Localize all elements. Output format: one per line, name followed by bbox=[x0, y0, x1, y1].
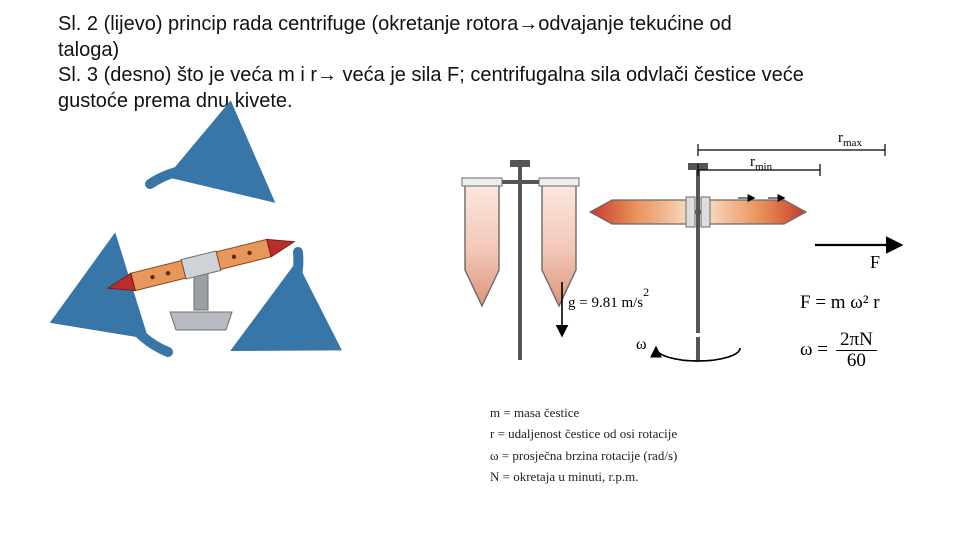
rmax-label: rmax bbox=[838, 130, 862, 149]
right-diagram bbox=[462, 144, 900, 361]
vertical-tube-left bbox=[462, 178, 502, 306]
rotation-arrow-2 bbox=[248, 252, 298, 342]
legend-n: N = okretaja u minuti, r.p.m. bbox=[490, 466, 677, 487]
rotation-arrow-1 bbox=[150, 169, 260, 190]
rotor-tube-right bbox=[216, 233, 296, 269]
formula-force: F = m ω² r bbox=[800, 292, 880, 314]
gravity-label: g = 9.81 m/s2 bbox=[568, 290, 649, 312]
diagram-stage bbox=[0, 0, 960, 540]
formula-omega: ω = 2πN 60 bbox=[800, 330, 877, 371]
legend-r: r = udaljenost čestice od osi rotacije bbox=[490, 423, 677, 444]
legend-omega: ω = prosječna brzina rotacije (rad/s) bbox=[490, 445, 677, 466]
variable-legend: m = masa čestice r = udaljenost čestice … bbox=[490, 402, 677, 488]
rmin-label: rmin bbox=[750, 154, 772, 173]
horizontal-rotor-group bbox=[590, 163, 806, 360]
omega-label: ω bbox=[636, 336, 647, 354]
horizontal-tube-right bbox=[701, 197, 806, 227]
horizontal-tube-left bbox=[590, 197, 695, 227]
vertical-tube-right bbox=[539, 178, 579, 306]
force-label: F bbox=[870, 252, 880, 273]
legend-m: m = masa čestice bbox=[490, 402, 677, 423]
left-diagram bbox=[105, 169, 298, 352]
